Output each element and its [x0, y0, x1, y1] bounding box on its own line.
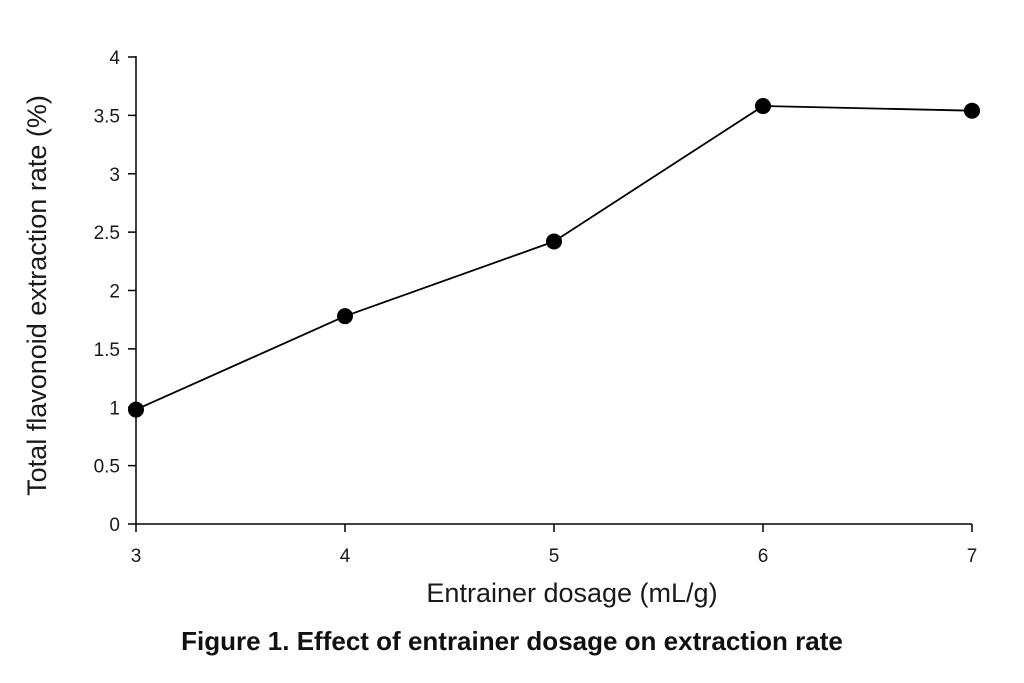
x-axis-title: Entrainer dosage (mL/g) [426, 578, 717, 608]
y-axis-title: Total flavonoid extraction rate (%) [22, 95, 52, 496]
axes [128, 56, 973, 532]
tick-labels: 0 0.5 1 1.5 2 2.5 3 3.5 4 3 4 5 6 7 [94, 48, 978, 567]
y-tick-label: 1.5 [94, 340, 120, 361]
data-point [546, 233, 562, 250]
data-point [964, 102, 980, 119]
y-tick-label: 2 [109, 282, 120, 303]
x-tick-label: 6 [758, 546, 769, 567]
x-tick-label: 5 [549, 546, 560, 567]
line-chart: 0 0.5 1 1.5 2 2.5 3 3.5 4 3 4 5 6 7 Entrainer dosage … [22, 48, 980, 608]
y-tick-label: 1 [109, 398, 120, 419]
y-tick-label: 3.5 [94, 106, 120, 127]
data-point [755, 98, 771, 115]
x-tick-label: 4 [340, 546, 351, 567]
series-line-group [135, 105, 973, 411]
y-tick-label: 3 [109, 165, 120, 186]
series-line [135, 105, 973, 411]
y-tick-label: 0 [109, 515, 120, 536]
x-tick-label: 3 [131, 546, 142, 567]
markers-group [128, 98, 980, 418]
x-tick-label: 7 [967, 546, 978, 567]
data-point [128, 401, 144, 418]
y-tick-label: 2.5 [94, 223, 120, 244]
figure-caption: Figure 1. Effect of entrainer dosage on … [181, 626, 843, 656]
data-point [337, 308, 353, 325]
y-tick-label: 0.5 [94, 457, 120, 478]
y-tick-label: 4 [109, 48, 120, 69]
